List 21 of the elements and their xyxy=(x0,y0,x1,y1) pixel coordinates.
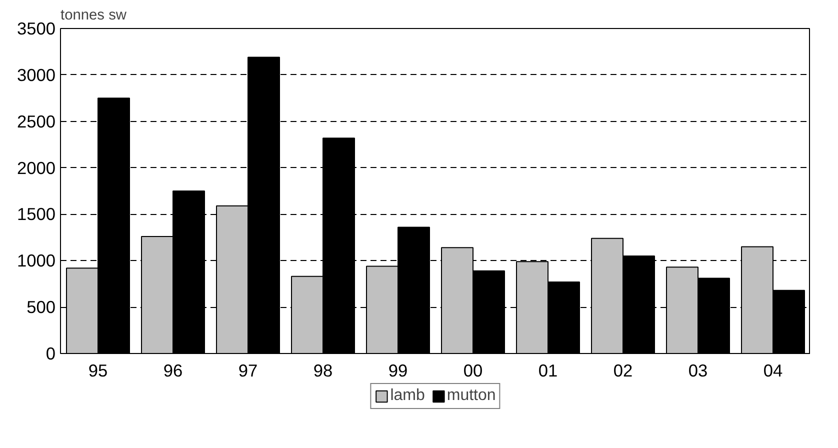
x-tick-label: 98 xyxy=(313,360,333,380)
x-tick-label: 99 xyxy=(388,360,408,380)
legend-label: lamb xyxy=(390,387,425,405)
y-tick-label: 2000 xyxy=(16,158,56,178)
x-tick-label: 96 xyxy=(163,360,183,380)
y-tick-label: 3000 xyxy=(16,64,56,85)
x-tick-label: 97 xyxy=(238,360,258,380)
y-tick-label: 1000 xyxy=(16,250,56,271)
y-tick-label: 500 xyxy=(26,297,56,318)
x-tick-label: 00 xyxy=(463,360,483,380)
x-tick-label: 03 xyxy=(688,360,708,380)
legend-label: mutton xyxy=(446,387,496,405)
x-tick-label: 02 xyxy=(613,360,633,380)
y-tick-label: 2500 xyxy=(16,111,56,132)
y-axis-title: tonnes sw xyxy=(60,8,127,24)
y-tick-label: 0 xyxy=(46,344,56,364)
x-tick-label: 04 xyxy=(763,360,783,380)
y-tick-label: 1500 xyxy=(16,204,56,224)
x-tick-label: 01 xyxy=(538,360,558,380)
x-tick-label: 95 xyxy=(88,360,108,380)
y-tick-label: 3500 xyxy=(16,18,56,38)
